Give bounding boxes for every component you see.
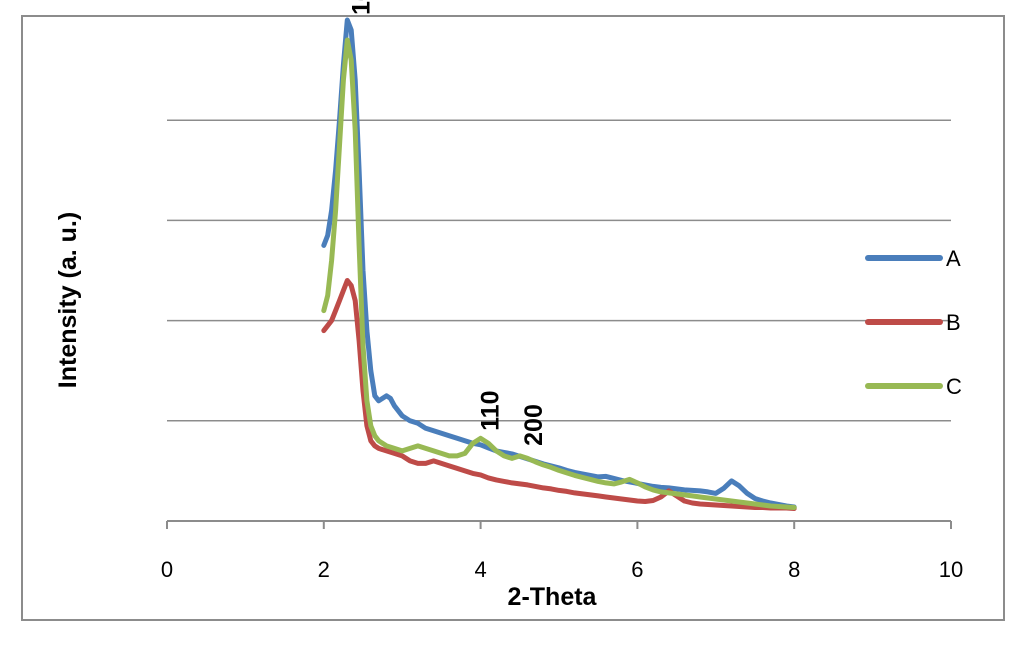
x-tick-label: 2 — [318, 557, 330, 582]
x-tick-label: 10 — [939, 557, 963, 582]
x-tick-label: 8 — [788, 557, 800, 582]
peak-label-110: 110 — [477, 390, 505, 430]
x-axis-title: 2-Theta — [508, 583, 598, 611]
legend-label-c: C — [946, 374, 962, 399]
x-tick-label: 4 — [474, 557, 486, 582]
legend-label-b: B — [946, 310, 961, 335]
y-axis-title: Intensity (a. u.) — [54, 212, 82, 388]
legend-label-a: A — [946, 246, 961, 271]
chart-frame — [21, 15, 1005, 621]
x-tick-label: 6 — [631, 557, 643, 582]
x-tick-label: 0 — [161, 557, 173, 582]
series-line-b — [321, 278, 797, 511]
peak-label-100: 100 — [347, 0, 375, 15]
legend: A B C — [865, 246, 962, 399]
x-axis-ticks: 0 2 4 6 8 10 — [161, 521, 963, 582]
peak-label-200: 200 — [520, 404, 548, 446]
peak-annotations: 100 110 200 — [347, 0, 547, 446]
gridlines — [167, 119, 951, 422]
series-lines — [321, 17, 797, 511]
series-line-c — [321, 37, 797, 510]
